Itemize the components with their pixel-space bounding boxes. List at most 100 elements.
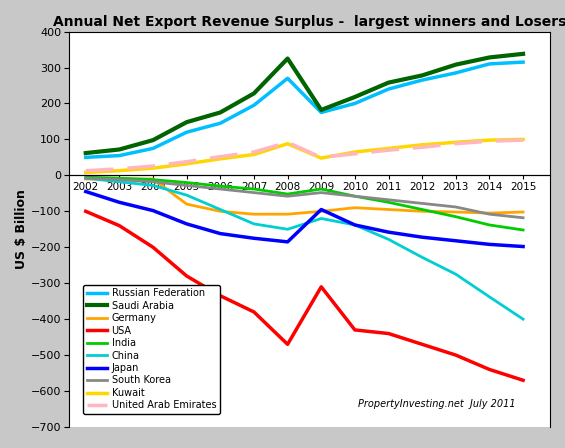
USA [217, 293, 224, 298]
China [183, 193, 190, 198]
USA [116, 223, 123, 228]
Germany [318, 209, 325, 214]
China [217, 207, 224, 212]
Russian Federation [183, 129, 190, 135]
United Arab Emirates [284, 140, 291, 145]
India [385, 200, 392, 205]
South Korea [217, 186, 224, 192]
United Arab Emirates [82, 168, 89, 173]
Kuwait [284, 141, 291, 146]
USA [318, 284, 325, 289]
Japan [82, 189, 89, 194]
India [183, 180, 190, 185]
United Arab Emirates [183, 159, 190, 164]
Kuwait [318, 155, 325, 161]
South Korea [351, 194, 358, 199]
Russian Federation [385, 86, 392, 92]
South Korea [486, 211, 493, 217]
India [150, 177, 157, 182]
Kuwait [116, 168, 123, 173]
Germany [183, 202, 190, 207]
South Korea [150, 179, 157, 185]
USA [150, 245, 157, 250]
Line: USA: USA [86, 211, 523, 380]
China [453, 271, 459, 277]
Saudi Arabia [486, 55, 493, 60]
Germany [250, 211, 257, 217]
Saudi Arabia [284, 56, 291, 61]
United Arab Emirates [453, 141, 459, 146]
Saudi Arabia [351, 94, 358, 99]
Saudi Arabia [150, 138, 157, 143]
Japan [419, 234, 425, 240]
South Korea [453, 204, 459, 210]
Kuwait [217, 156, 224, 162]
South Korea [250, 190, 257, 195]
Kuwait [385, 146, 392, 151]
Russian Federation [453, 70, 459, 76]
South Korea [116, 177, 123, 182]
Line: India: India [86, 177, 523, 230]
India [250, 186, 257, 192]
Kuwait [250, 152, 257, 157]
Japan [150, 208, 157, 213]
China [116, 179, 123, 185]
United Arab Emirates [385, 147, 392, 153]
Russian Federation [217, 121, 224, 126]
India [82, 174, 89, 180]
Kuwait [453, 140, 459, 145]
India [217, 183, 224, 189]
China [419, 254, 425, 260]
India [486, 222, 493, 228]
Kuwait [183, 161, 190, 167]
India [284, 191, 291, 197]
Germany [116, 176, 123, 181]
China [385, 237, 392, 242]
South Korea [385, 197, 392, 202]
Kuwait [150, 165, 157, 171]
USA [183, 273, 190, 279]
Saudi Arabia [82, 151, 89, 156]
USA [453, 353, 459, 358]
Germany [419, 209, 425, 214]
USA [82, 209, 89, 214]
China [486, 294, 493, 300]
USA [351, 327, 358, 332]
United Arab Emirates [419, 145, 425, 150]
Line: United Arab Emirates: United Arab Emirates [86, 140, 523, 171]
Title: Annual Net Export Revenue Surplus -  largest winners and Losers: Annual Net Export Revenue Surplus - larg… [53, 15, 565, 29]
United Arab Emirates [217, 154, 224, 159]
Y-axis label: US $ Billion: US $ Billion [15, 190, 28, 269]
Germany [284, 211, 291, 217]
Kuwait [351, 149, 358, 155]
South Korea [520, 215, 527, 220]
Saudi Arabia [250, 90, 257, 96]
Japan [453, 238, 459, 243]
USA [284, 342, 291, 347]
Kuwait [82, 170, 89, 175]
India [419, 207, 425, 212]
USA [419, 342, 425, 347]
Kuwait [486, 138, 493, 143]
Saudi Arabia [318, 107, 325, 112]
Russian Federation [318, 110, 325, 115]
South Korea [419, 201, 425, 206]
Japan [116, 200, 123, 205]
Saudi Arabia [183, 120, 190, 125]
USA [385, 331, 392, 336]
United Arab Emirates [351, 151, 358, 156]
Legend: Russian Federation, Saudi Arabia, Germany, USA, India, China, Japan, South Korea: Russian Federation, Saudi Arabia, German… [84, 284, 220, 414]
Germany [82, 176, 89, 181]
Germany [150, 176, 157, 181]
Russian Federation [150, 146, 157, 151]
Line: Saudi Arabia: Saudi Arabia [86, 54, 523, 153]
Russian Federation [351, 101, 358, 106]
South Korea [284, 194, 291, 199]
Saudi Arabia [217, 110, 224, 115]
Russian Federation [116, 153, 123, 158]
Japan [351, 222, 358, 228]
Japan [250, 236, 257, 241]
Line: Kuwait: Kuwait [86, 139, 523, 172]
Saudi Arabia [385, 80, 392, 85]
Russian Federation [520, 60, 527, 65]
